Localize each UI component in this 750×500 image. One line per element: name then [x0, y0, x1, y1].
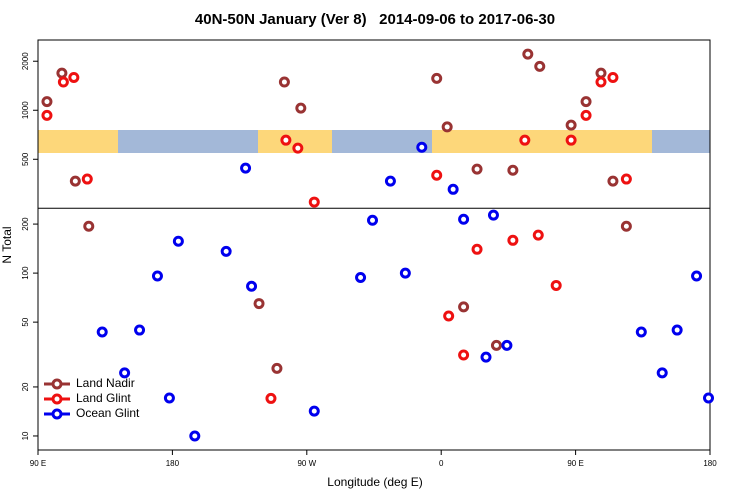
point	[163, 392, 175, 404]
y-tick-label: 500	[21, 152, 30, 166]
point	[471, 163, 483, 175]
y-tick-label: 200	[21, 217, 30, 231]
point	[265, 392, 277, 404]
land-band	[432, 130, 652, 153]
point	[172, 235, 184, 247]
point	[671, 324, 683, 336]
land-band	[38, 130, 118, 153]
point	[295, 102, 307, 114]
point	[96, 326, 108, 338]
point	[490, 339, 502, 351]
point	[81, 173, 93, 185]
point	[487, 209, 499, 221]
point	[220, 245, 232, 257]
point	[246, 280, 258, 292]
legend-marker	[51, 408, 63, 420]
point	[431, 169, 443, 181]
point	[656, 367, 668, 379]
point	[691, 270, 703, 282]
map-strip	[38, 130, 710, 153]
point	[532, 229, 544, 241]
point	[458, 213, 470, 225]
land-band	[258, 130, 332, 153]
point	[441, 121, 453, 133]
point	[458, 301, 470, 313]
point	[278, 76, 290, 88]
point	[507, 234, 519, 246]
point	[56, 67, 68, 79]
point	[69, 175, 81, 187]
legend-label: Land Nadir	[76, 376, 135, 390]
point	[580, 96, 592, 108]
chart-title: 40N-50N January (Ver 8) 2014-09-06 to 20…	[195, 11, 555, 28]
y-tick-label: 50	[21, 317, 30, 326]
point	[367, 214, 379, 226]
point	[57, 76, 69, 88]
x-tick-label: 0	[439, 459, 444, 468]
point	[471, 243, 483, 255]
point	[68, 71, 80, 83]
point	[41, 96, 53, 108]
point	[447, 183, 459, 195]
point	[522, 48, 534, 60]
point	[565, 134, 577, 146]
point	[384, 175, 396, 187]
legend-label: Ocean Glint	[76, 406, 140, 420]
point	[41, 109, 53, 121]
point	[595, 76, 607, 88]
legend-label: Land Glint	[76, 391, 131, 405]
point	[134, 324, 146, 336]
x-tick-label: 90 E	[567, 459, 583, 468]
point	[355, 271, 367, 283]
point	[280, 134, 292, 146]
y-axis-label: N Total	[0, 226, 14, 263]
point	[703, 392, 715, 404]
point	[507, 164, 519, 176]
legend-marker	[51, 378, 63, 390]
y-tick-label: 1000	[21, 101, 30, 119]
point	[620, 220, 632, 232]
point	[151, 270, 163, 282]
point	[580, 109, 592, 121]
point	[271, 362, 283, 374]
point	[534, 60, 546, 72]
point	[620, 173, 632, 185]
point	[501, 339, 513, 351]
point	[635, 326, 647, 338]
point	[519, 134, 531, 146]
y-tick-label: 2000	[21, 52, 30, 70]
x-axis-label: Longitude (deg E)	[327, 475, 422, 489]
y-tick-label: 20	[21, 382, 30, 391]
point	[595, 67, 607, 79]
point	[550, 279, 562, 291]
point	[308, 196, 320, 208]
point	[399, 267, 411, 279]
point	[83, 220, 95, 232]
point	[292, 142, 304, 154]
x-tick-label: 90 E	[30, 459, 46, 468]
x-tick-label: 180	[703, 459, 717, 468]
point	[431, 72, 443, 84]
point	[119, 367, 131, 379]
point	[189, 430, 201, 442]
point	[240, 162, 252, 174]
point	[458, 349, 470, 361]
point	[607, 71, 619, 83]
legend-marker	[51, 393, 63, 405]
point	[308, 405, 320, 417]
x-tick-label: 180	[166, 459, 180, 468]
x-tick-label: 90 W	[297, 459, 316, 468]
point	[443, 310, 455, 322]
point	[607, 175, 619, 187]
point	[416, 141, 428, 153]
y-tick-label: 10	[21, 431, 30, 440]
plot-frame	[37, 39, 711, 451]
point	[253, 298, 265, 310]
point	[480, 351, 492, 363]
point	[565, 119, 577, 131]
y-tick-label: 100	[21, 266, 30, 280]
